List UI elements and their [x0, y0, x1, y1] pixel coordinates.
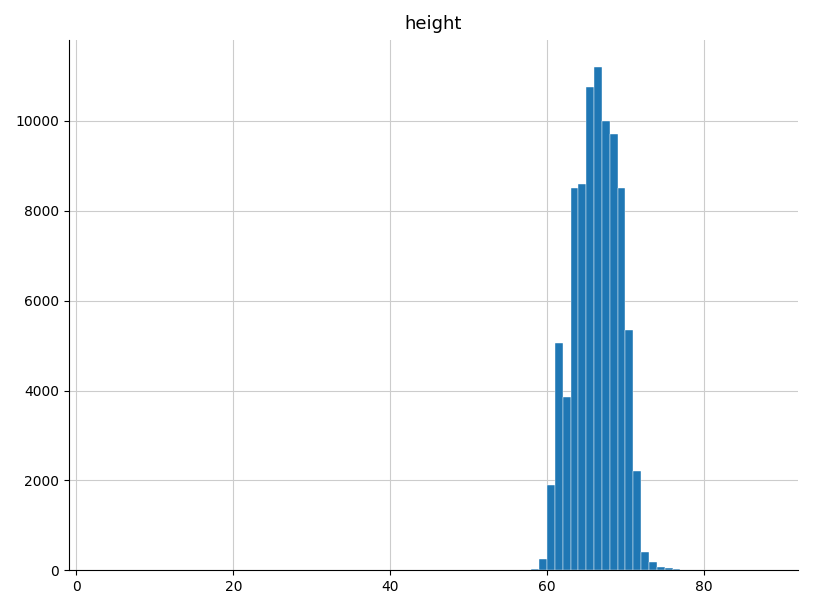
Bar — [547, 485, 554, 570]
Bar — [602, 121, 610, 570]
Bar — [665, 568, 672, 570]
Bar — [532, 569, 539, 570]
Bar — [578, 184, 586, 570]
Bar — [594, 67, 602, 570]
Bar — [586, 87, 594, 570]
Bar — [672, 569, 680, 570]
Bar — [625, 330, 633, 570]
Bar — [539, 559, 547, 570]
Bar — [610, 135, 618, 570]
Bar — [571, 188, 578, 570]
Bar — [657, 567, 665, 570]
Bar — [633, 471, 641, 570]
Bar — [618, 188, 625, 570]
Bar — [649, 562, 657, 570]
Bar — [563, 397, 571, 570]
Bar — [641, 552, 649, 570]
Title: height: height — [405, 15, 462, 33]
Bar — [554, 343, 563, 570]
